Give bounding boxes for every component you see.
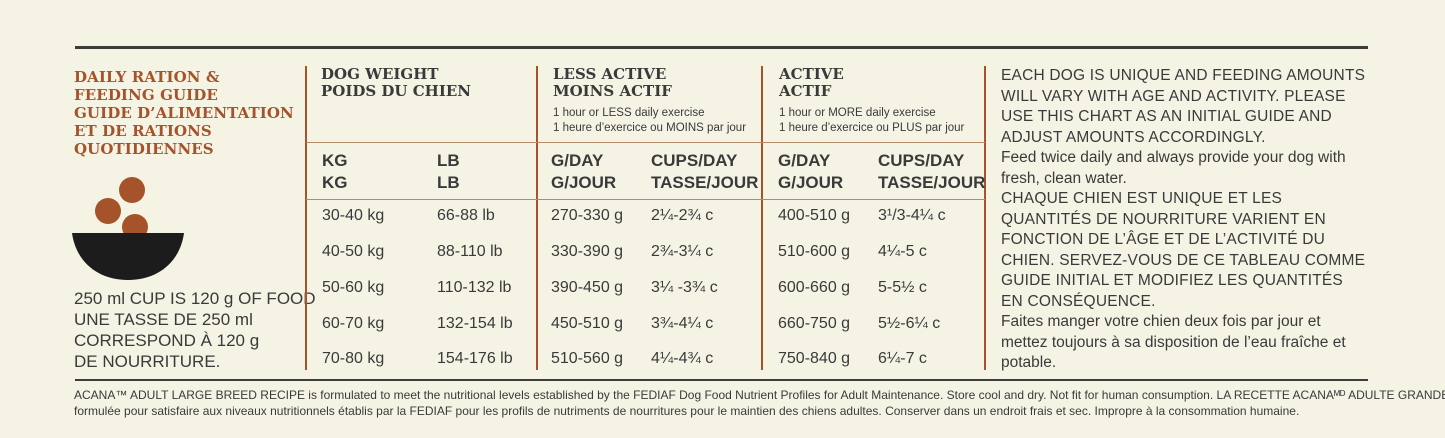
column-divider xyxy=(305,66,307,370)
row-active-cups: 6¼-7 c xyxy=(878,350,927,367)
feeding-instructions: EACH DOG IS UNIQUE AND FEEDING AMOUNTS W… xyxy=(1001,66,1369,374)
unit-fr: G/JOUR xyxy=(551,173,617,192)
row-active-grams: 510-600 g xyxy=(778,243,851,260)
cup-note-line: UNE TASSE DE 250 ml xyxy=(74,310,253,329)
unit-en: KG xyxy=(322,151,348,170)
unit-fr: G/JOUR xyxy=(778,173,844,192)
unit-fr: TASSE/JOUR xyxy=(878,173,986,192)
header-fr: MOINS ACTIF xyxy=(553,82,672,100)
row-active-cups: 4¼-5 c xyxy=(878,243,927,260)
less-active-gday-header: G/DAY G/JOUR xyxy=(551,150,616,194)
cup-note-line: CORRESPOND À 120 g xyxy=(74,331,260,350)
footer-line: formulée pour satisfaire aux niveaux nut… xyxy=(74,404,1300,418)
header-en: DOG WEIGHT xyxy=(321,65,439,83)
header-divider xyxy=(306,142,985,143)
feeding-guide-title: DAILY RATION & FEEDING GUIDE GUIDE D’ALI… xyxy=(74,68,304,158)
row-less-active-cups: 4¼-4¾ c xyxy=(651,350,714,367)
row-kg: 60-70 kg xyxy=(322,315,385,332)
active-cups-header: CUPS/DAY TASSE/JOUR xyxy=(878,150,985,194)
row-lb: 154-176 lb xyxy=(437,350,513,367)
row-less-active-cups: 3¾-4¼ c xyxy=(651,315,714,332)
subtitle-fr: 1 heure d’exercice ou PLUS par jour xyxy=(779,122,965,134)
unit-en: G/DAY xyxy=(551,151,604,170)
column-divider xyxy=(536,66,538,370)
subtitle-en: 1 hour or LESS daily exercise xyxy=(553,107,705,119)
cup-note-line: DE NOURRITURE. xyxy=(74,352,221,371)
row-less-active-cups: 2¼-2¾ c xyxy=(651,207,714,224)
row-active-grams: 750-840 g xyxy=(778,350,851,367)
row-less-active-grams: 270-330 g xyxy=(551,207,624,224)
lb-unit-header: LB LB xyxy=(437,150,460,194)
row-lb: 88-110 lb xyxy=(437,243,503,260)
header-en: LESS ACTIVE xyxy=(553,65,667,83)
less-active-cups-header: CUPS/DAY TASSE/JOUR xyxy=(651,150,758,194)
row-less-active-cups: 3¼ -3¾ c xyxy=(651,279,718,296)
instructions-en: Feed twice daily and always provide your… xyxy=(1001,149,1346,187)
unit-fr: TASSE/JOUR xyxy=(651,173,759,192)
unit-fr: LB xyxy=(437,173,460,192)
row-active-cups: 3¹/3-4¼ c xyxy=(878,207,946,224)
unit-en: G/DAY xyxy=(778,151,831,170)
instructions-fr: Faites manger votre chien deux fois par … xyxy=(1001,313,1346,371)
dog-weight-header: DOG WEIGHT POIDS DU CHIEN xyxy=(321,66,471,100)
top-rule xyxy=(75,46,1368,49)
row-active-grams: 600-660 g xyxy=(778,279,851,296)
row-lb: 132-154 lb xyxy=(437,315,513,332)
title-line: QUOTIDIENNES xyxy=(74,140,214,158)
row-less-active-grams: 510-560 g xyxy=(551,350,624,367)
column-divider xyxy=(761,66,763,370)
active-header: ACTIVE ACTIF xyxy=(779,66,844,100)
row-less-active-grams: 450-510 g xyxy=(551,315,624,332)
unit-fr: KG xyxy=(322,173,348,192)
row-kg: 50-60 kg xyxy=(322,279,385,296)
footer-line: ACANA™ ADULT LARGE BREED RECIPE is formu… xyxy=(74,388,1445,402)
cup-note-line: 250 ml CUP IS 120 g OF FOOD xyxy=(74,289,316,308)
kg-unit-header: KG KG xyxy=(322,150,348,194)
less-active-header: LESS ACTIVE MOINS ACTIF xyxy=(553,66,672,100)
unit-en: LB xyxy=(437,151,460,170)
bottom-rule xyxy=(75,379,1368,381)
active-subtitle: 1 hour or MORE daily exercise 1 heure d’… xyxy=(779,106,964,136)
row-kg: 30-40 kg xyxy=(322,207,385,224)
title-line: DAILY RATION & xyxy=(74,68,220,86)
less-active-subtitle: 1 hour or LESS daily exercise 1 heure d’… xyxy=(553,106,746,136)
row-lb: 66-88 lb xyxy=(437,207,495,224)
row-lb: 110-132 lb xyxy=(437,279,512,296)
title-line: FEEDING GUIDE xyxy=(74,86,218,104)
title-line: ET DE RATIONS xyxy=(74,122,212,140)
row-active-cups: 5½-6¼ c xyxy=(878,315,941,332)
row-less-active-grams: 330-390 g xyxy=(551,243,624,260)
legal-footer: ACANA™ ADULT LARGE BREED RECIPE is formu… xyxy=(74,387,1445,419)
title-line: GUIDE D’ALIMENTATION xyxy=(74,104,294,122)
cup-size-note: 250 ml CUP IS 120 g OF FOOD UNE TASSE DE… xyxy=(74,288,316,372)
unit-en: CUPS/DAY xyxy=(878,151,965,170)
subtitle-fr: 1 heure d’exercice ou MOINS par jour xyxy=(553,122,747,134)
instructions-fr-caps: CHAQUE CHIEN EST UNIQUE ET LES QUANTITÉS… xyxy=(1001,190,1366,310)
header-divider xyxy=(306,199,985,200)
column-divider xyxy=(984,66,986,370)
header-en: ACTIVE xyxy=(779,65,844,83)
header-fr: ACTIF xyxy=(779,82,832,100)
row-less-active-cups: 2¾-3¼ c xyxy=(651,243,714,260)
unit-en: CUPS/DAY xyxy=(651,151,738,170)
row-active-grams: 660-750 g xyxy=(778,315,851,332)
row-active-grams: 400-510 g xyxy=(778,207,851,224)
row-active-cups: 5-5½ c xyxy=(878,279,927,296)
subtitle-en: 1 hour or MORE daily exercise xyxy=(779,107,936,119)
header-fr: POIDS DU CHIEN xyxy=(321,82,472,100)
instructions-en-caps: EACH DOG IS UNIQUE AND FEEDING AMOUNTS W… xyxy=(1001,67,1366,146)
row-kg: 70-80 kg xyxy=(322,350,385,367)
active-gday-header: G/DAY G/JOUR xyxy=(778,150,843,194)
food-bowl-icon xyxy=(72,177,184,280)
row-less-active-grams: 390-450 g xyxy=(551,279,624,296)
row-kg: 40-50 kg xyxy=(322,243,385,260)
